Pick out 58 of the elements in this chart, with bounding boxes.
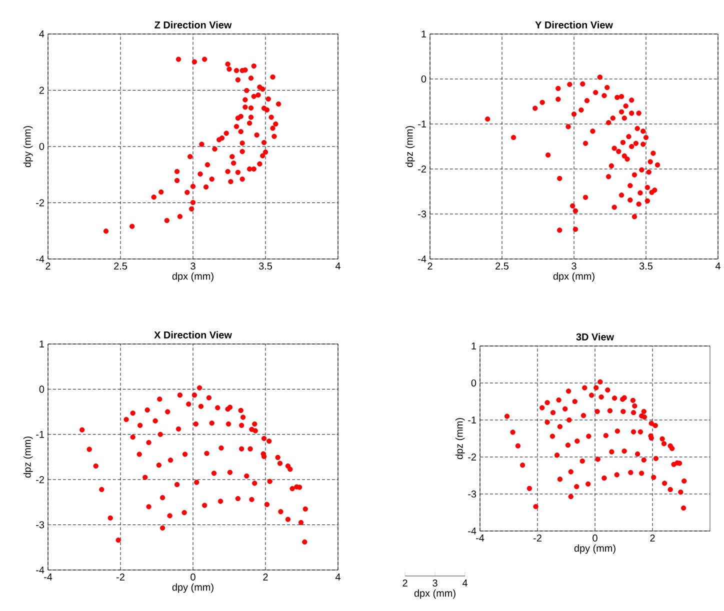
x-tick-label: -4 — [44, 574, 52, 580]
x2-axis-title: dpx (mm) — [414, 589, 456, 599]
x-tick-label: 2 — [650, 534, 655, 542]
x-tick-label: 3.5 — [258, 262, 272, 270]
x-tick-label: -2 — [534, 534, 542, 542]
y-tick-label: 1 — [422, 30, 426, 38]
y-tick-label: -4 — [418, 256, 426, 262]
y-tick-label: -2 — [418, 166, 426, 172]
y-tick-label: 0 — [471, 379, 476, 387]
x-tick-label: 2 — [263, 574, 268, 580]
y-tick-label: -1 — [36, 430, 44, 438]
x-axis-title: dpy (mm) — [172, 583, 214, 593]
x-tick-label: 2.5 — [114, 262, 128, 270]
y-axis-title: dpz (mm) — [23, 436, 33, 478]
x-axis-title: dpy (mm) — [574, 544, 616, 554]
y-tick-label: -1 — [418, 120, 426, 128]
y-tick-label: -2 — [36, 476, 44, 484]
x-tick-label: -4 — [476, 534, 484, 542]
y-tick-label: -2 — [36, 199, 44, 206]
y-tick-label: -4 — [36, 566, 44, 574]
y-tick-label: 0 — [39, 142, 44, 150]
y-tick-label: 0 — [421, 75, 426, 83]
y-tick-label: -3 — [36, 521, 44, 528]
chart-title: Z Direction View — [154, 21, 232, 28]
y-tick-label: -3 — [468, 490, 476, 498]
x-axis-title: dpx (mm) — [553, 272, 594, 282]
x-tick-label: 2.5 — [496, 262, 509, 270]
x-tick-label: 0 — [190, 574, 196, 581]
x2-tick-label: 4 — [462, 580, 468, 586]
y-tick-label: -2 — [468, 454, 476, 460]
x-tick-label: 2 — [428, 262, 432, 270]
y-axis-title: dpz (mm) — [455, 418, 465, 460]
x-tick-label: 2 — [46, 262, 50, 270]
y-tick-label: 1 — [40, 340, 44, 348]
x-tick-label: 4 — [715, 262, 720, 270]
y-axis-title: dpy (mm) — [23, 126, 33, 168]
chart-title: 3D View — [576, 333, 614, 340]
chart-title: X Direction View — [154, 331, 232, 338]
x-tick-label: 0 — [592, 534, 598, 542]
y-tick-label: 0 — [39, 386, 44, 393]
x-tick-label: 3 — [190, 262, 196, 270]
x2-tick-label: 2 — [402, 580, 408, 586]
x2-tick-label: 3 — [432, 580, 438, 587]
x-tick-label: 3.5 — [639, 262, 653, 270]
x-tick-label: 3 — [572, 262, 576, 270]
y-axis-title: dpz (mm) — [405, 126, 415, 168]
y-tick-label: 1 — [472, 342, 476, 350]
chart-title: Y Direction View — [535, 21, 613, 28]
y-tick-label: 2 — [39, 86, 44, 94]
y-tick-label: -4 — [36, 256, 44, 262]
y-tick-label: 4 — [39, 30, 44, 38]
x-tick-label: 4 — [335, 262, 340, 270]
y-tick-label: -1 — [468, 416, 476, 424]
x-axis-title: dpx (mm) — [172, 272, 214, 282]
y-tick-label: -3 — [418, 210, 426, 218]
y-tick-label: -4 — [468, 528, 476, 534]
x-tick-label: 4 — [335, 574, 340, 580]
x-tick-label: -2 — [116, 574, 124, 580]
